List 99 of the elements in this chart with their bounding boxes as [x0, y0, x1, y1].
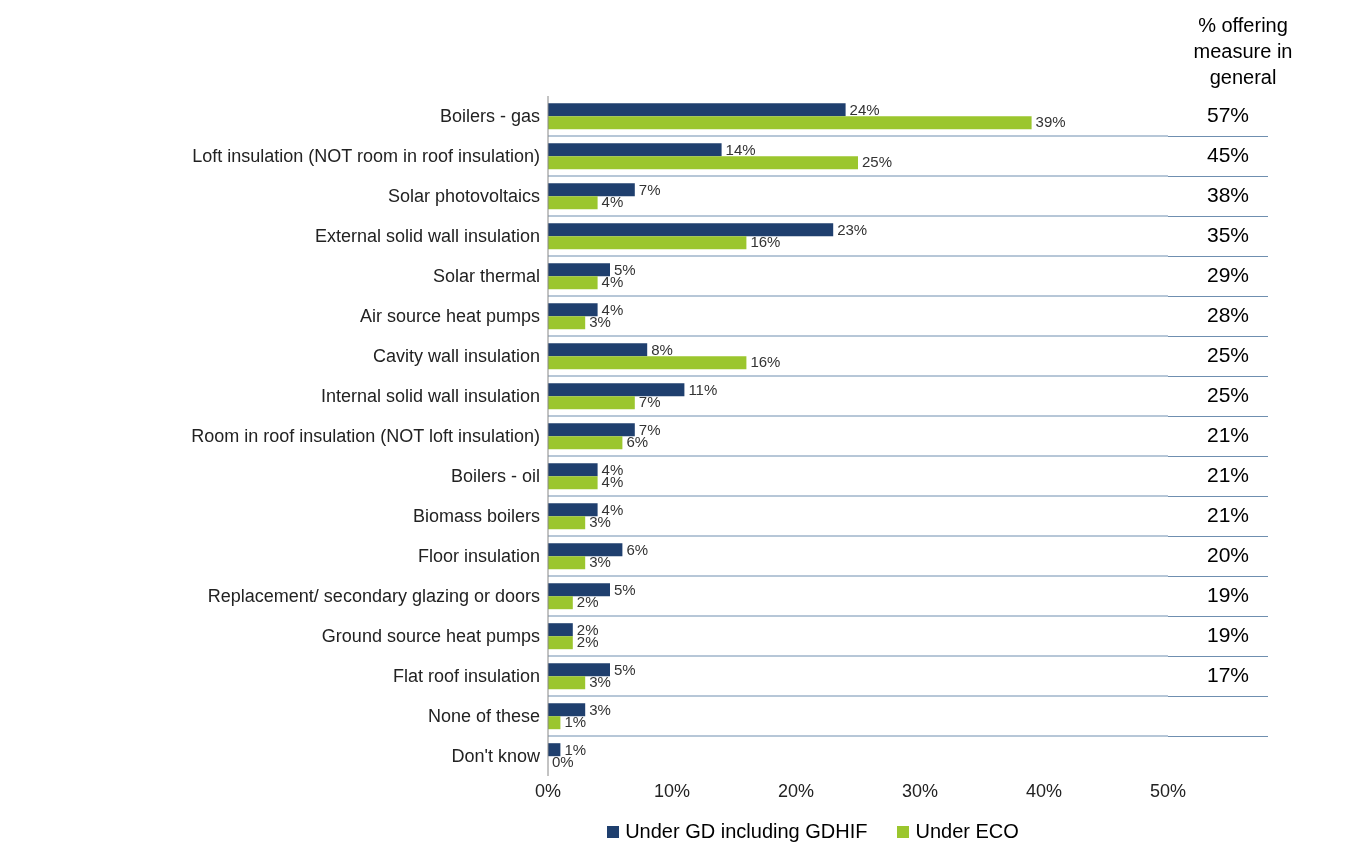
text: 25%: [1206, 383, 1250, 407]
bar: [548, 556, 586, 570]
data-label: 4%: [601, 300, 624, 318]
data-label: 4%: [601, 460, 624, 478]
data-label: 5%: [614, 260, 636, 278]
bar: [548, 396, 635, 410]
data-label: 1%: [564, 713, 587, 731]
x-tick-label: 50%: [1149, 780, 1187, 801]
y-tick-label: Replacement/ secondary glazing or doors: [207, 586, 540, 607]
bar: [548, 156, 858, 170]
data-label: 11%: [688, 380, 718, 398]
legend-label: Under ECO: [914, 820, 1019, 843]
text: 28%: [1206, 303, 1250, 327]
bar: [548, 143, 722, 157]
data-label: 23%: [837, 220, 868, 238]
x-tick-label: 40%: [1025, 780, 1063, 801]
data-label: 7%: [638, 180, 661, 198]
y-tick-label: Flat roof insulation: [392, 666, 540, 687]
y-tick-label: Solar thermal: [432, 266, 540, 287]
text: 21%: [1206, 503, 1250, 527]
data-label: 14%: [725, 140, 756, 158]
data-label: 7%: [638, 420, 661, 438]
bar: [548, 516, 586, 530]
data-label: 5%: [614, 580, 636, 598]
bar: [548, 183, 635, 197]
bar: [548, 703, 586, 717]
data-label: 2%: [576, 593, 599, 611]
text: 21%: [1206, 463, 1250, 487]
data-label: 7%: [638, 393, 661, 411]
text: 19%: [1206, 623, 1250, 647]
bar: [548, 596, 573, 610]
y-tick-label: Boilers - oil: [450, 466, 540, 487]
bar: [548, 423, 635, 437]
bar: [548, 316, 586, 330]
y-tick-label: External solid wall insulation: [314, 226, 540, 247]
bar: [548, 636, 573, 650]
y-tick-label: Room in roof insulation (NOT loft insulation): [191, 426, 540, 447]
legend-label: Under GD including GDHIF: [624, 820, 868, 843]
data-label: 16%: [750, 353, 781, 371]
text: 25%: [1206, 343, 1250, 367]
bar: [548, 343, 648, 357]
y-tick-label: Biomass boilers: [412, 506, 540, 527]
data-label: 5%: [614, 660, 636, 678]
bar: [548, 263, 610, 277]
data-label: 24%: [849, 100, 880, 118]
data-label: 25%: [862, 153, 893, 171]
bar: [548, 543, 623, 557]
text: 21%: [1206, 423, 1250, 447]
data-label: 4%: [601, 500, 624, 518]
data-label: 8%: [651, 340, 673, 358]
bar: [548, 476, 598, 490]
y-tick-label: None of these: [427, 706, 540, 727]
y-tick-label: Air source heat pumps: [359, 306, 540, 327]
y-tick-label: Ground source heat pumps: [321, 626, 540, 647]
bar: [548, 223, 834, 237]
text: 19%: [1206, 583, 1250, 607]
text: % offering measure in general: [1192, 13, 1294, 90]
bar: [548, 196, 598, 210]
bar: [548, 356, 747, 370]
text: 29%: [1206, 263, 1250, 287]
y-tick-label: Cavity wall insulation: [372, 346, 540, 367]
data-label: 2%: [576, 620, 599, 638]
text: 45%: [1206, 143, 1250, 167]
y-tick-label: Boilers - gas: [439, 106, 540, 127]
bar: [548, 663, 610, 677]
bar: [548, 676, 586, 690]
bar: [548, 436, 623, 450]
data-label: 1%: [564, 740, 587, 758]
y-tick-label: Solar photovoltaics: [387, 186, 540, 207]
data-label: 3%: [589, 700, 611, 718]
text: 20%: [1206, 543, 1250, 567]
y-tick-label: Loft insulation (NOT room in roof insulation): [192, 146, 540, 167]
y-tick-label: Don't know: [451, 746, 541, 767]
data-label: 39%: [1035, 113, 1066, 131]
y-tick-label: Internal solid wall insulation: [320, 386, 540, 407]
x-tick-label: 0%: [534, 780, 562, 801]
bar: [548, 463, 598, 477]
data-label: 4%: [601, 193, 624, 211]
bar: [548, 103, 846, 117]
bar: [548, 116, 1032, 130]
text: 17%: [1206, 663, 1250, 687]
x-tick-label: 30%: [901, 780, 939, 801]
x-tick-label: 10%: [653, 780, 691, 801]
bar: [548, 383, 685, 397]
x-tick-label: 20%: [777, 780, 815, 801]
data-label: 3%: [589, 673, 611, 691]
text: 35%: [1206, 223, 1250, 247]
y-tick-label: Floor insulation: [417, 546, 540, 567]
data-label: 16%: [750, 233, 781, 251]
text: 57%: [1206, 103, 1250, 127]
bar: [548, 276, 598, 290]
bar: [548, 623, 573, 637]
bar: [548, 303, 598, 317]
bar: [548, 583, 610, 597]
bar: [548, 236, 747, 250]
bar: [548, 503, 598, 517]
text: 38%: [1206, 183, 1250, 207]
data-label: 6%: [626, 540, 649, 558]
data-label: 3%: [589, 553, 611, 571]
